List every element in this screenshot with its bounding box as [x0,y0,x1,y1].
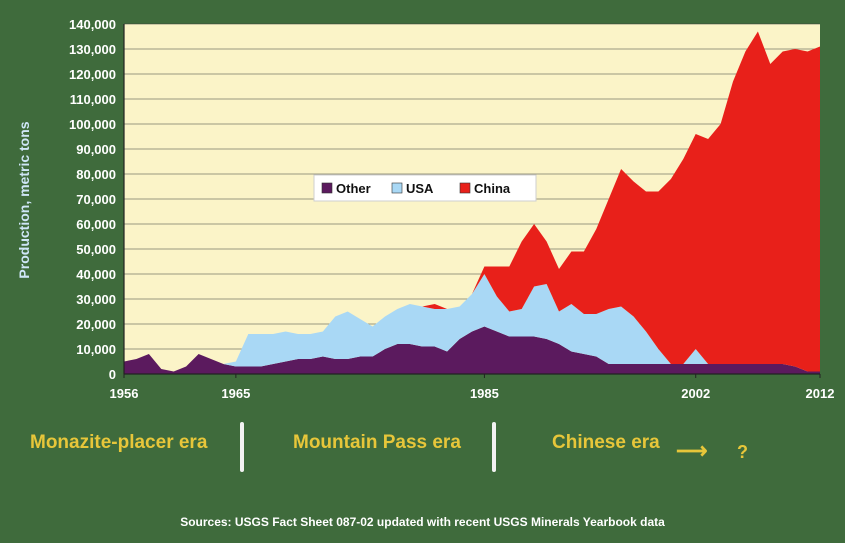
x-tick-label: 1956 [110,386,139,401]
legend: Other USA China [313,174,537,202]
x-tick-label: 1985 [470,386,499,401]
question-mark: ? [737,442,748,462]
y-tick-label: 90,000 [76,142,116,157]
y-tick-label: 30,000 [76,292,116,307]
x-tick-label: 1965 [221,386,250,401]
arrow-right-icon: ⟶ [676,438,708,463]
x-tick-labels: 1956 1965 1985 2002 2012 [110,374,835,401]
source-note: Sources: USGS Fact Sheet 087-02 updated … [180,515,665,529]
y-tick-label: 50,000 [76,242,116,257]
mountain-pass-era-label: Mountain Pass era [293,432,461,453]
area-usa [124,274,820,372]
y-tick-labels: 0 10,000 20,000 30,000 40,000 50,000 60,000 70,… [69,17,116,382]
monazite-era-label: Monazite-placer era [30,432,208,453]
x-tick-label: 2012 [806,386,835,401]
legend-swatch-other [321,182,333,194]
era-divider-2 [492,422,496,472]
axes [123,24,820,375]
legend-label-usa: USA [406,181,434,196]
legend-swatch-china [459,182,471,194]
y-tick-label: 140,000 [69,17,116,32]
y-tick-label: 110,000 [70,92,116,107]
legend-label-other: Other [336,181,371,196]
y-tick-label: 10,000 [76,342,116,357]
area-other [124,326,820,374]
y-tick-label: 130,000 [69,42,116,57]
chinese-era-label: Chinese era [552,432,660,453]
y-tick-label: 0 [109,367,116,382]
y-tick-label: 100,000 [69,117,116,132]
x-tick-label: 2002 [681,386,710,401]
y-axis-label: Production, metric tons [16,121,32,278]
era-divider-1 [240,422,244,472]
y-tick-label: 80,000 [76,167,116,182]
stacked-areas [124,31,820,374]
y-tick-label: 20,000 [76,317,116,332]
area-china [124,31,820,372]
legend-box [313,174,537,202]
y-tick-label: 120,000 [69,67,116,82]
legend-label-china: China [474,181,511,196]
y-tick-label: 70,000 [76,192,116,207]
y-tick-label: 60,000 [76,217,116,232]
y-tick-label: 40,000 [76,267,116,282]
legend-swatch-usa [391,182,403,194]
